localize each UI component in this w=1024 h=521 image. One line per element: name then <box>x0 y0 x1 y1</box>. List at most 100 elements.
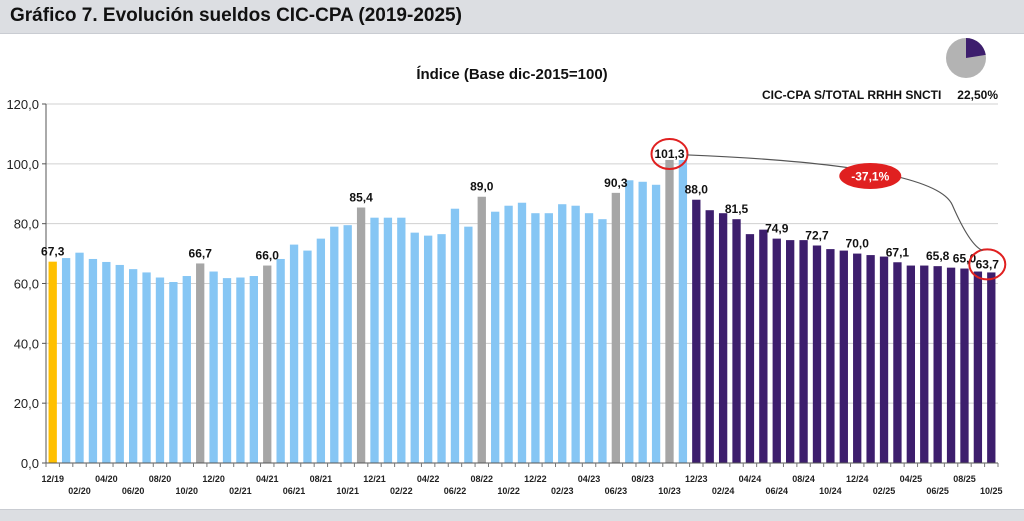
bar <box>249 276 258 463</box>
x-tick-label: 04/21 <box>256 474 279 484</box>
bar <box>370 217 379 463</box>
pie-value: 22,50% <box>957 88 998 102</box>
bar <box>893 262 902 463</box>
y-tick-label: 40,0 <box>14 336 39 351</box>
bar <box>48 261 57 463</box>
x-tick-label: 08/22 <box>471 474 494 484</box>
x-tick-label: 12/22 <box>524 474 547 484</box>
bar <box>128 269 138 463</box>
bar <box>973 271 983 463</box>
data-label: 90,3 <box>604 176 628 190</box>
bar <box>450 208 460 463</box>
chart-title: Índice (Base dic-2015=100) <box>416 66 607 83</box>
pie-label: CIC-CPA S/TOTAL RRHH SNCTI <box>762 88 941 102</box>
bar <box>263 265 272 463</box>
bar <box>598 219 607 463</box>
bar <box>491 211 500 463</box>
bar <box>464 226 473 463</box>
bar <box>517 202 527 463</box>
bar <box>692 199 701 463</box>
bar <box>987 272 996 463</box>
x-tick-label: 04/20 <box>95 474 118 484</box>
y-tick-label: 80,0 <box>14 217 39 232</box>
bar <box>343 225 352 463</box>
bar <box>155 277 165 463</box>
bar <box>826 249 835 463</box>
pie-chart <box>946 38 986 78</box>
bar <box>853 253 862 463</box>
data-labels: 67,3 66,7 66,0 85,4 89,0 90,3 101,3 88,0 81,5 74,… <box>41 147 999 271</box>
x-tick-label: 12/20 <box>202 474 225 484</box>
bar <box>839 250 848 463</box>
bar <box>276 258 285 463</box>
bar <box>906 265 916 463</box>
x-tick-label: 02/21 <box>229 486 252 496</box>
data-label: 101,3 <box>654 147 684 161</box>
data-label: 72,7 <box>805 229 829 243</box>
x-tick-label: 02/23 <box>551 486 574 496</box>
bar <box>571 205 580 463</box>
bar <box>665 159 674 464</box>
bar <box>236 277 245 463</box>
bar <box>558 204 567 464</box>
x-tick-label: 12/21 <box>363 474 386 484</box>
bar <box>182 276 191 463</box>
bar <box>920 265 929 463</box>
x-tick-label: 10/20 <box>176 486 199 496</box>
y-tick-label: 120,0 <box>6 97 39 112</box>
bar <box>356 207 366 463</box>
bar <box>316 238 326 463</box>
x-tick-label: 10/23 <box>658 486 681 496</box>
bar <box>410 232 419 463</box>
x-tick-label: 06/25 <box>926 486 949 496</box>
data-label: 85,4 <box>349 191 373 205</box>
bar <box>75 252 84 463</box>
bar <box>799 240 808 463</box>
bar <box>651 184 661 463</box>
x-tick-label: 04/24 <box>739 474 762 484</box>
highlight-circle <box>650 137 689 170</box>
data-label: 67,1 <box>886 245 910 259</box>
bar <box>772 238 781 463</box>
data-label: 65,0 <box>953 252 977 266</box>
bar <box>933 266 942 463</box>
x-tick-label: 08/23 <box>631 474 654 484</box>
y-tick-label: 0,0 <box>21 456 39 471</box>
x-tick-label: 08/24 <box>792 474 815 484</box>
data-label: 70,0 <box>846 237 870 251</box>
bar <box>638 181 647 464</box>
bars <box>48 159 996 464</box>
bar <box>544 213 553 463</box>
bar <box>732 219 741 463</box>
bar <box>330 226 339 463</box>
bar <box>718 213 728 463</box>
bar <box>611 192 621 464</box>
y-axis: 0,0 20,0 40,0 60,0 80,0 100,0 120,0 <box>6 97 47 471</box>
y-tick-label: 60,0 <box>14 277 39 292</box>
pie-slice-share <box>966 38 986 58</box>
x-tick-label: 04/25 <box>900 474 923 484</box>
bar <box>745 234 755 463</box>
bar <box>102 261 111 463</box>
x-tick-label: 04/22 <box>417 474 440 484</box>
bar <box>397 217 406 463</box>
bar <box>812 245 822 463</box>
data-label: 67,3 <box>41 245 65 259</box>
x-tick-label: 02/24 <box>712 486 735 496</box>
data-label: 65,8 <box>926 249 950 263</box>
bar <box>209 271 218 463</box>
change-label: -37,1% <box>851 170 889 184</box>
x-tick-label: 08/21 <box>310 474 333 484</box>
annotation: -37,1% <box>650 137 1007 281</box>
x-tick-label: 10/21 <box>336 486 359 496</box>
bar <box>531 213 540 463</box>
bar <box>786 240 795 463</box>
bar <box>625 180 634 463</box>
bar <box>169 282 178 463</box>
bar <box>222 278 232 463</box>
x-tick-label: 10/24 <box>819 486 842 496</box>
x-tick-label: 04/23 <box>578 474 601 484</box>
x-tick-label: 02/22 <box>390 486 413 496</box>
bar <box>142 272 151 463</box>
